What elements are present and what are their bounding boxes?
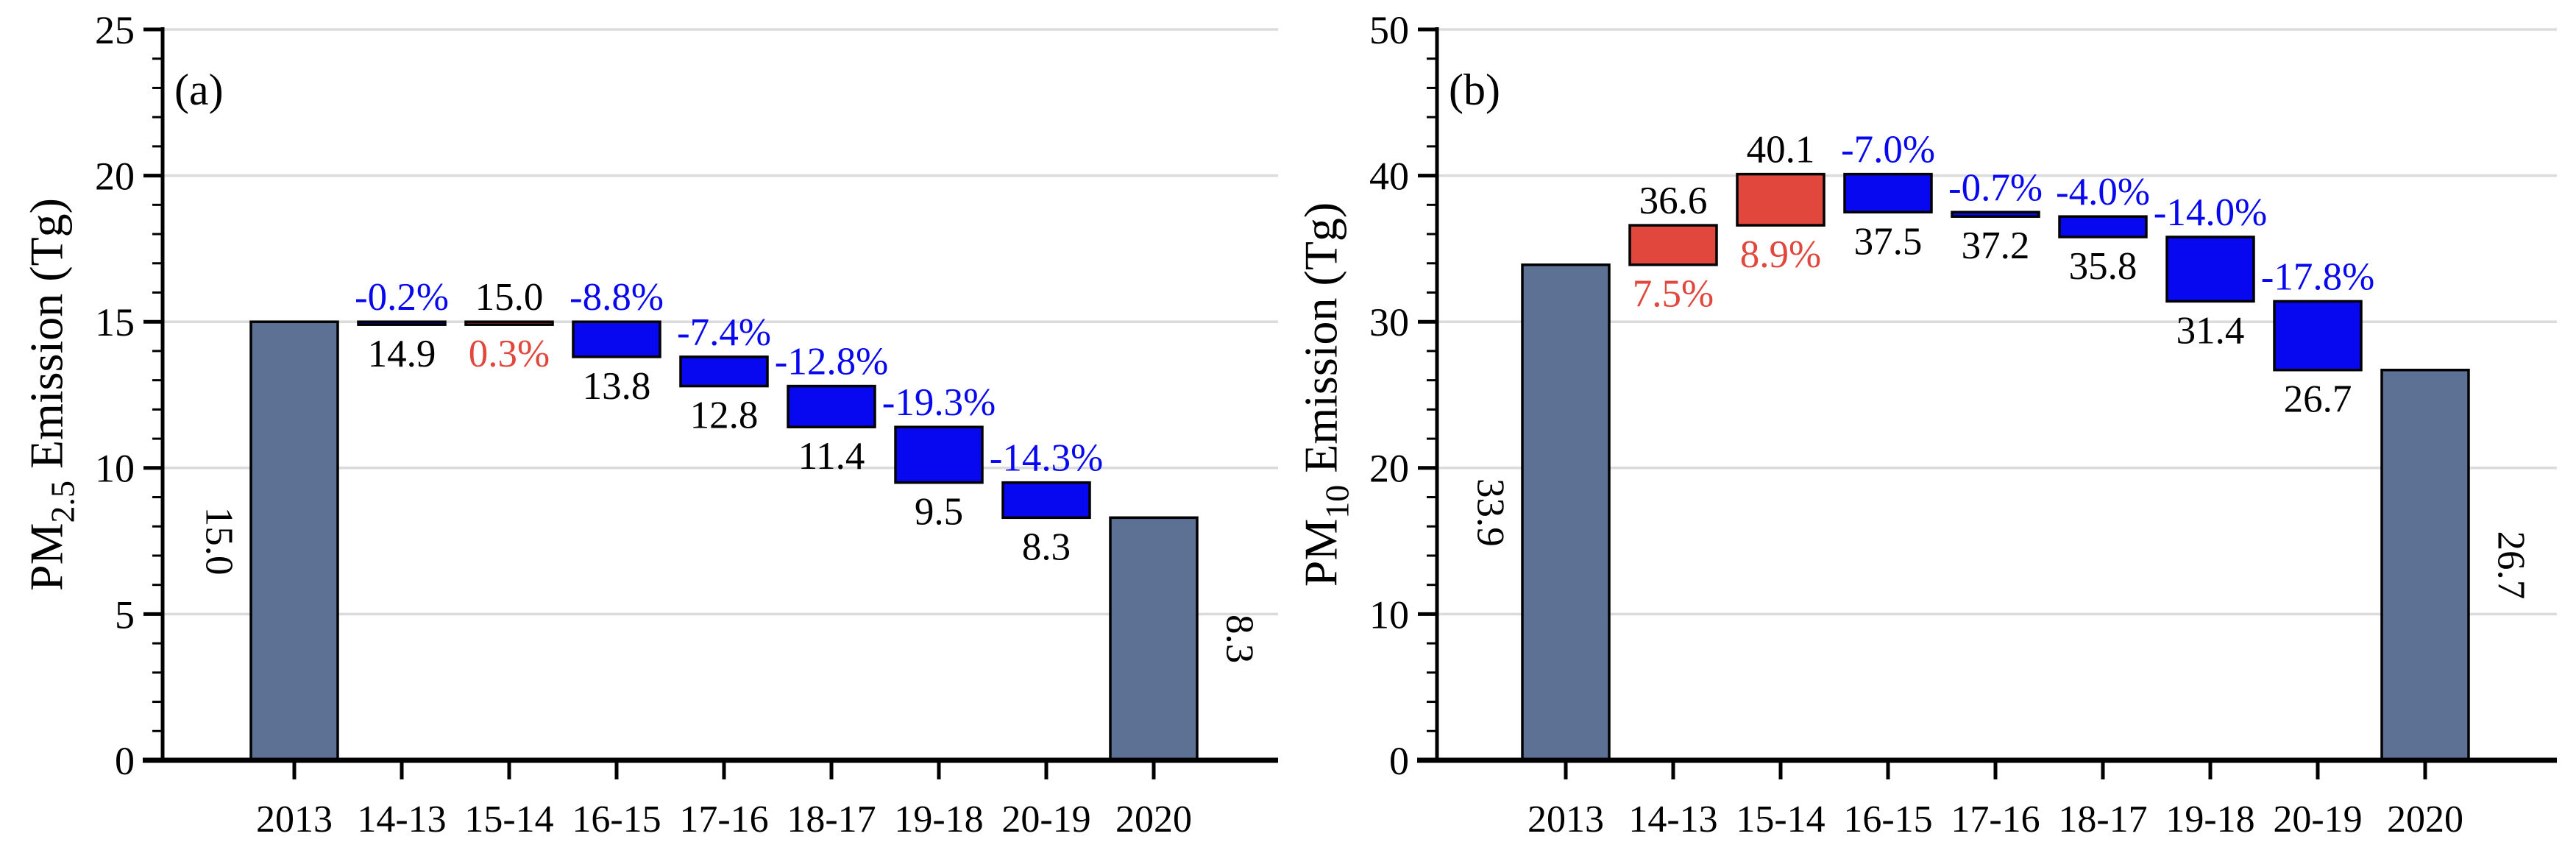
panel-b: 0 10 20 30 40 50 2013 14-13 15-14 16-15 17-16 18-17… bbox=[1294, 8, 2557, 840]
x-tick-label: 17-16 bbox=[1951, 799, 2040, 840]
x-tick-label: 17-16 bbox=[679, 799, 768, 840]
bar-label-above: -7.0% bbox=[1841, 129, 1935, 171]
x-tick-label: 2020 bbox=[2387, 799, 2463, 840]
bar-label-below: 26.7 bbox=[2284, 378, 2352, 421]
bar-side-label: 33.9 bbox=[1469, 478, 1511, 547]
bar-label-above: -4.0% bbox=[2056, 171, 2150, 213]
bar-20-19 bbox=[2273, 300, 2363, 372]
y-axis-label: PM2.5 Emission (Tg) bbox=[20, 198, 81, 591]
x-tick-label: 20-19 bbox=[2273, 799, 2362, 840]
y-tick-label: 25 bbox=[95, 8, 135, 52]
y-tick-label: 0 bbox=[115, 739, 135, 783]
bar-label-above: 15.0 bbox=[475, 276, 544, 319]
bar-label-above: -19.3% bbox=[882, 381, 996, 424]
bar-20-19 bbox=[1001, 481, 1091, 520]
bar-2020 bbox=[2380, 368, 2470, 762]
bar-label-above: -14.3% bbox=[990, 437, 1104, 480]
bar-14-13 bbox=[1628, 224, 1718, 266]
x-tick-label: 2013 bbox=[1527, 799, 1604, 840]
bar-label-below: 8.9% bbox=[1740, 233, 1821, 276]
bar-16-15 bbox=[1843, 172, 1933, 213]
x-tick-label: 15-14 bbox=[464, 799, 553, 840]
x-tick-label: 18-17 bbox=[787, 799, 876, 840]
bar-label-below: 37.2 bbox=[1962, 224, 2030, 267]
bar-18-17 bbox=[787, 384, 876, 428]
bar-label-below: 0.3% bbox=[469, 333, 550, 375]
bar-label-below: 13.8 bbox=[583, 365, 651, 408]
x-tick-label: 14-13 bbox=[357, 799, 446, 840]
x-tick-label: 19-18 bbox=[2165, 799, 2254, 840]
bar-label-below: 9.5 bbox=[915, 491, 963, 534]
bar-2013 bbox=[1521, 263, 1611, 762]
y-axis-label: PM10 Emission (Tg) bbox=[1294, 202, 1355, 587]
bar-label-above: -14.0% bbox=[2154, 191, 2268, 234]
bar-side-label: 8.3 bbox=[1218, 615, 1260, 663]
y-tick-label: 50 bbox=[1369, 8, 1409, 52]
bar-2013 bbox=[249, 320, 339, 762]
y-tick-label: 20 bbox=[95, 155, 135, 199]
bar-label-above: -0.2% bbox=[355, 276, 449, 319]
bar-label-below: 31.4 bbox=[2176, 309, 2245, 352]
y-tick-label: 20 bbox=[1369, 447, 1409, 491]
panel-letter: (b) bbox=[1449, 66, 1500, 114]
bar-label-above: 36.6 bbox=[1639, 180, 1708, 222]
y-tick-label: 15 bbox=[95, 300, 135, 344]
bar-label-above: -17.8% bbox=[2261, 255, 2375, 298]
bar-14-13 bbox=[357, 320, 447, 326]
bar-17-16 bbox=[679, 355, 769, 388]
x-tick-label: 16-15 bbox=[1843, 799, 1932, 840]
bar-label-below: 7.5% bbox=[1633, 273, 1714, 316]
bar-18-17 bbox=[2058, 215, 2148, 238]
bar-label-above: -7.4% bbox=[677, 311, 771, 354]
y-tick-label: 0 bbox=[1389, 739, 1409, 783]
y-tick-label: 10 bbox=[1369, 592, 1409, 637]
bar-side-label: 15.0 bbox=[197, 507, 240, 576]
bar-15-14 bbox=[464, 320, 554, 326]
x-tick-label: 19-18 bbox=[894, 799, 983, 840]
bar-label-below: 37.5 bbox=[1854, 220, 1923, 263]
bar-16-15 bbox=[572, 320, 661, 358]
y-tick-label: 10 bbox=[95, 447, 135, 491]
bar-label-above: -0.7% bbox=[1948, 166, 2043, 209]
x-tick-label: 16-15 bbox=[572, 799, 661, 840]
x-tick-label: 15-14 bbox=[1736, 799, 1825, 840]
x-tick-label: 14-13 bbox=[1628, 799, 1717, 840]
bar-label-below: 35.8 bbox=[2069, 245, 2137, 288]
panel-letter: (a) bbox=[174, 66, 224, 114]
bar-19-18 bbox=[2165, 236, 2255, 303]
x-tick-label: 20-19 bbox=[1001, 799, 1090, 840]
panel-a: 0 5 10 15 20 25 2013 14-13 15-14 16-15 17-16 18-17 1… bbox=[20, 8, 1278, 840]
bar-label-above: -12.8% bbox=[775, 341, 889, 383]
bar-2020 bbox=[1109, 516, 1199, 762]
x-tick-label: 18-17 bbox=[2058, 799, 2147, 840]
bar-label-below: 8.3 bbox=[1022, 525, 1071, 568]
bar-label-below: 12.8 bbox=[690, 394, 759, 437]
bar-19-18 bbox=[894, 425, 984, 484]
x-tick-label: 2013 bbox=[256, 799, 333, 840]
x-tick-label: 2020 bbox=[1115, 799, 1192, 840]
bar-17-16 bbox=[1951, 210, 2040, 218]
bar-label-above: 40.1 bbox=[1747, 129, 1815, 171]
y-tick-label: 40 bbox=[1369, 155, 1409, 199]
bar-15-14 bbox=[1736, 172, 1825, 227]
y-tick-label: 30 bbox=[1369, 300, 1409, 344]
y-tick-label: 5 bbox=[115, 592, 135, 637]
bar-label-below: 14.9 bbox=[368, 333, 436, 375]
bar-label-below: 11.4 bbox=[798, 435, 865, 478]
bar-label-above: -8.8% bbox=[570, 276, 664, 319]
bar-side-label: 26.7 bbox=[2489, 531, 2532, 599]
